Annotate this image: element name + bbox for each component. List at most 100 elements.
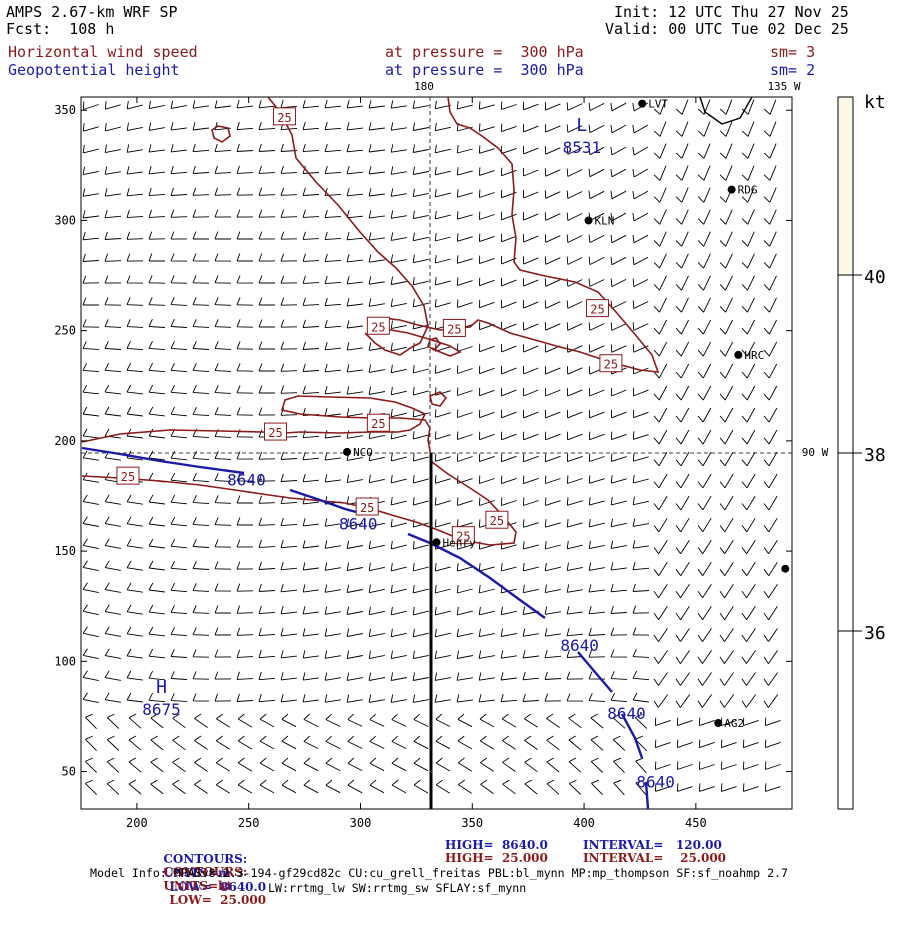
y-tick-label: 300 <box>54 213 76 227</box>
valid-time: Valid: 00 UTC Tue 02 Dec 25 <box>605 20 849 38</box>
low-marker: L 8531 <box>563 115 602 157</box>
speed-contour-label: 25 <box>264 422 288 441</box>
svg-text:AG2: AG2 <box>724 717 744 730</box>
lon-label-135w: 135 W <box>767 80 800 93</box>
svg-text:H: H <box>156 677 167 698</box>
footer-speed-units: UNITS=kt <box>163 879 232 893</box>
x-tick-label: 350 <box>461 816 483 830</box>
svg-text:8531: 8531 <box>563 138 602 157</box>
svg-text:25: 25 <box>360 501 374 515</box>
field1-smoothing: sm= 3 <box>770 43 816 61</box>
svg-text:25: 25 <box>268 426 282 440</box>
footer-height-low: LOW= 8640.0 <box>169 880 267 894</box>
y-tick-label: 250 <box>54 324 76 338</box>
x-tick-label: 250 <box>238 816 260 830</box>
speed-contour-label: 25 <box>366 413 390 432</box>
y-tick-label: 100 <box>54 654 76 668</box>
svg-text:Henry: Henry <box>443 536 476 549</box>
svg-text:NCO: NCO <box>353 446 373 459</box>
y-tick-label: 200 <box>54 434 76 448</box>
svg-text:25: 25 <box>590 303 604 317</box>
svg-text:25: 25 <box>371 417 385 431</box>
colorbar: kt 40 38 36 <box>837 92 886 810</box>
station-marker: RDG <box>727 184 758 197</box>
footer-speed-high: HIGH= 25.000 <box>445 851 548 865</box>
lon-label-90w: 90 W <box>802 446 829 459</box>
svg-text:LVT: LVT <box>648 98 668 111</box>
height-contour-label: 8640 <box>227 471 266 490</box>
svg-text:8675: 8675 <box>142 700 181 719</box>
barb-field <box>82 99 781 796</box>
svg-text:25: 25 <box>121 470 135 484</box>
coastline <box>699 97 753 125</box>
svg-text:25: 25 <box>604 358 618 372</box>
x-tick-label: 450 <box>685 816 707 830</box>
field2-name: Geopotential height <box>8 61 180 79</box>
footer-height-label: CONTOURS: <box>163 852 248 866</box>
axis-ticks: 200 250 300 350 400 450 50 100 150 200 250 300 350 <box>54 97 792 830</box>
svg-text:25: 25 <box>277 111 291 125</box>
speed-contour-label: 25 <box>599 354 623 373</box>
forecast-hour: Fcst: 108 h <box>6 20 115 38</box>
y-tick-label: 150 <box>54 544 76 558</box>
colorbar-label-36: 36 <box>864 623 886 644</box>
speed-contour-label: 25 <box>355 497 379 516</box>
speed-contour-label: 25 <box>485 510 509 529</box>
station-marker: AG2 <box>714 717 744 730</box>
station-marker: KLN <box>584 214 615 227</box>
svg-text:RDG: RDG <box>738 184 758 197</box>
height-contour-label: 8640 <box>607 704 646 723</box>
svg-text:KLN: KLN <box>595 214 615 227</box>
speed-contour-label: 25 <box>366 316 390 335</box>
high-marker: H 8675 <box>142 677 181 719</box>
colorbar-unit: kt <box>864 92 886 113</box>
model-title: AMPS 2.67-km WRF SP <box>6 3 178 21</box>
colorbar-fill <box>838 97 853 275</box>
footer-height-units: UNITS=m <box>163 866 231 880</box>
station-marker: HRC <box>734 349 764 362</box>
x-tick-label: 300 <box>350 816 372 830</box>
height-contours <box>81 446 650 809</box>
svg-text:25: 25 <box>456 530 470 544</box>
speed-contour-label: 25 <box>451 526 475 545</box>
footer-height-high: HIGH= 8640.0 <box>445 838 548 852</box>
speed-contour-label: 25 <box>272 107 296 126</box>
height-contour-label: 8640 <box>560 636 599 655</box>
station-marker: Henry <box>432 536 476 549</box>
field2-level: at pressure = 300 hPa <box>385 61 584 79</box>
x-tick-label: 400 <box>573 816 595 830</box>
speed-contour-label: 25 <box>116 466 140 485</box>
field1-name: Horizontal wind speed <box>8 43 198 61</box>
station-marker: NCO <box>343 446 373 459</box>
footer-height-interval: INTERVAL= 120.00 <box>583 838 722 852</box>
lon-label-180: 180 <box>414 80 434 93</box>
field2-smoothing: sm= 2 <box>770 61 816 79</box>
footer-speed-low: LOW= 25.000 <box>169 893 267 907</box>
speed-contour-label: 25 <box>585 299 609 318</box>
station-marker: LVT <box>638 98 668 111</box>
speed-contour-label: 25 <box>442 318 466 337</box>
height-contour-label: 8640 <box>636 773 675 792</box>
svg-text:25: 25 <box>490 514 504 528</box>
svg-text:25: 25 <box>447 322 461 336</box>
plot-frame <box>80 96 793 810</box>
colorbar-label-38: 38 <box>864 445 886 466</box>
extrema-group: L 8531 H 8675 <box>142 115 601 719</box>
station-marker <box>781 564 790 573</box>
speed-label-group: 25 25 25 25 25 25 25 25 25 25 25 <box>116 107 623 545</box>
colorbar-label-40: 40 <box>864 267 886 288</box>
y-tick-label: 350 <box>54 103 76 117</box>
wind-barbs <box>82 99 781 796</box>
svg-text:HRC: HRC <box>744 349 764 362</box>
svg-text:25: 25 <box>371 320 385 334</box>
station-group: LVT RDG KLN HRC NCO Henry AG2 <box>343 98 790 730</box>
model-info: Model Info: MPASv8.2.3-194-gf29cd82c CU:… <box>90 866 789 880</box>
init-time: Init: 12 UTC Thu 27 Nov 25 <box>614 3 849 21</box>
footer-speed-interval: INTERVAL= 25.000 <box>583 851 727 865</box>
height-contour-label: 8640 <box>339 515 378 534</box>
y-tick-label: 50 <box>62 765 76 779</box>
footer-speed-label: CONTOURS: <box>163 865 248 879</box>
model-info-physics: LW:rrtmg_lw SW:rrtmg_sw SFLAY:sf_mynn <box>268 881 527 895</box>
height-label-group: 8640 8640 8640 8640 8640 <box>227 471 675 792</box>
